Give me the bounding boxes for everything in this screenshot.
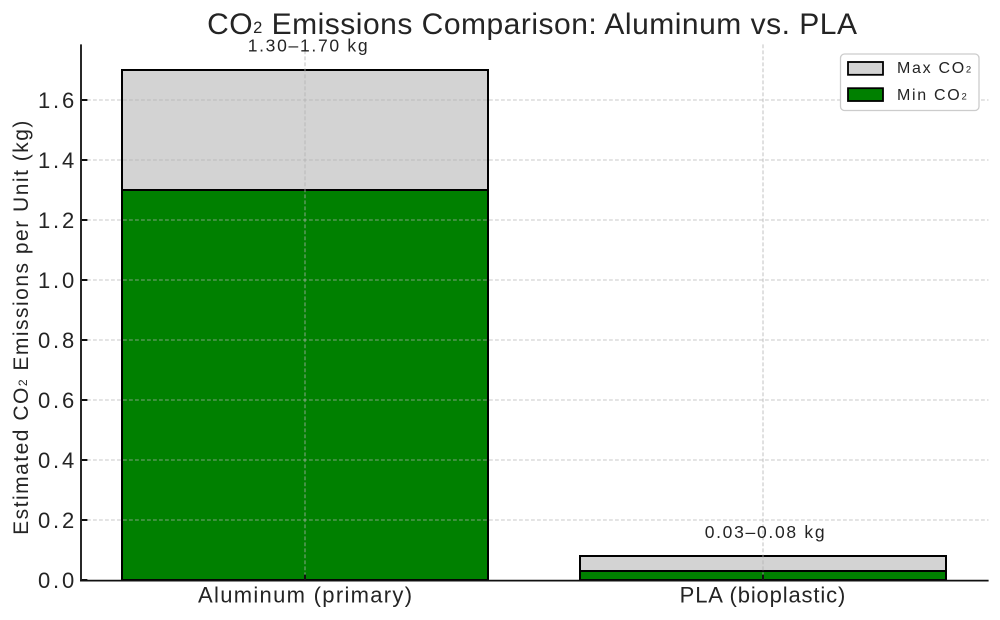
svg-text:Min CO2: Min CO2 [897, 87, 968, 104]
svg-text:0.4: 0.4 [38, 448, 77, 473]
svg-text:Max CO2: Max CO2 [897, 60, 973, 77]
svg-text:0.8: 0.8 [38, 328, 77, 353]
svg-text:1.30–1.70 kg: 1.30–1.70 kg [248, 36, 370, 56]
svg-text:0.03–0.08 kg: 0.03–0.08 kg [705, 522, 827, 542]
svg-text:1.4: 1.4 [38, 148, 77, 173]
svg-text:Aluminum (primary): Aluminum (primary) [198, 583, 413, 608]
svg-text:0.6: 0.6 [38, 388, 77, 413]
svg-text:1.6: 1.6 [38, 88, 77, 113]
svg-text:0.2: 0.2 [38, 508, 77, 533]
svg-text:PLA (bioplastic): PLA (bioplastic) [680, 583, 846, 608]
svg-text:CO2 Emissions Comparison: Alum: CO2 Emissions Comparison: Aluminum vs. P… [207, 8, 857, 41]
svg-text:1.0: 1.0 [38, 268, 77, 293]
svg-text:1.2: 1.2 [38, 208, 77, 233]
svg-text:Estimated CO2 Emissions per Un: Estimated CO2 Emissions per Unit (kg) [10, 119, 33, 535]
svg-text:0.0: 0.0 [38, 568, 77, 593]
